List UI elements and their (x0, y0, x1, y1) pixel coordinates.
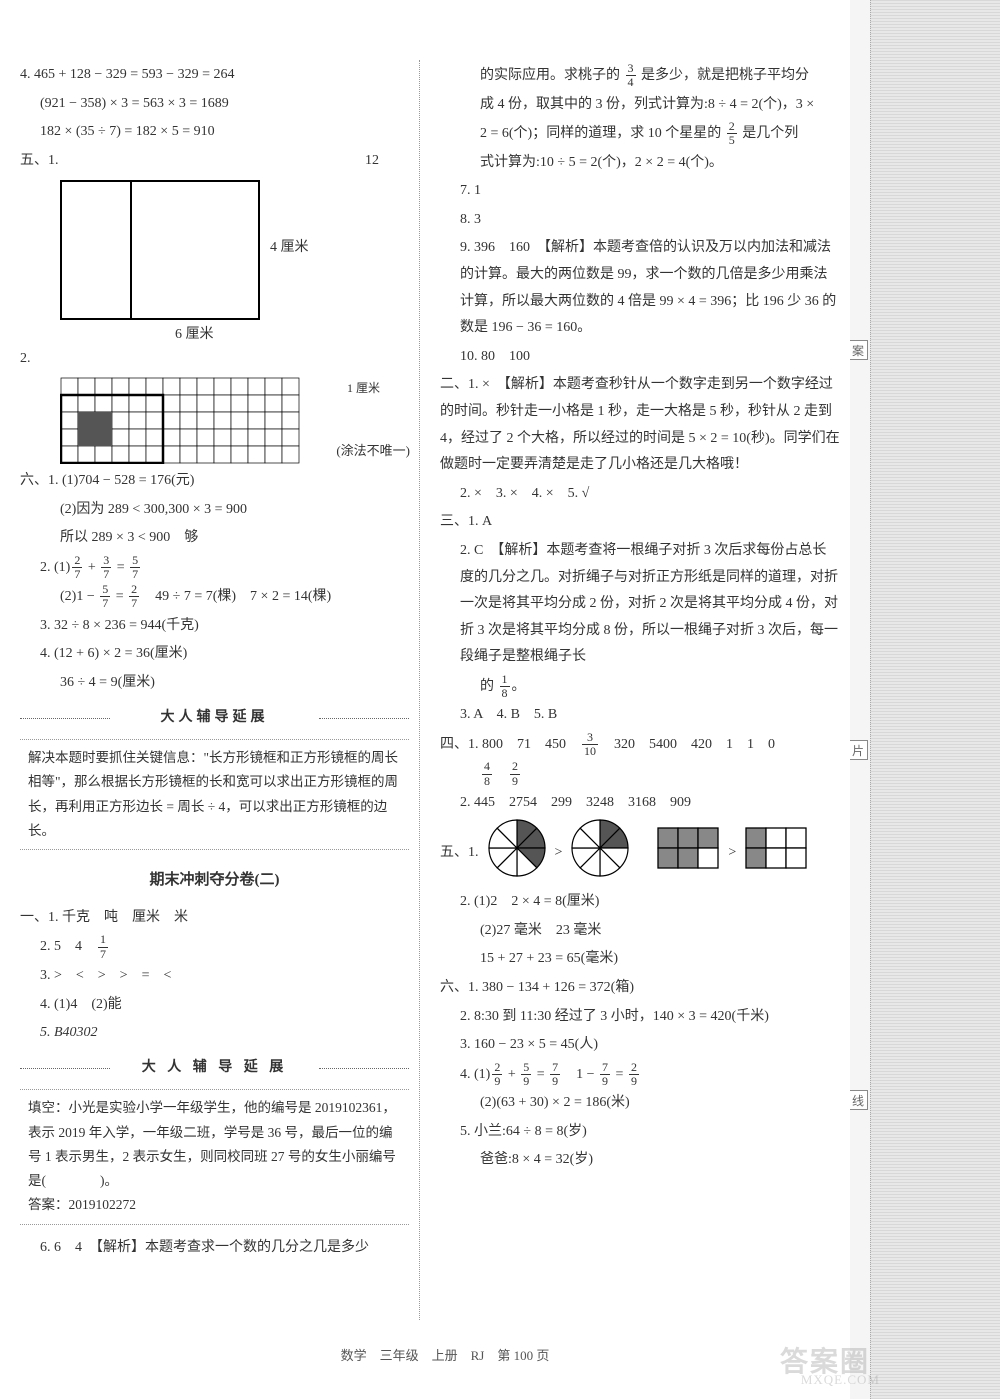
side-tab-3: 线 (848, 1090, 868, 1110)
r-s5-q2c: 15 + 27 + 23 = 65(毫米) (440, 946, 840, 973)
tutor-box-2: 填空：小光是实验小学一年级学生，他的编号是 2019102361，表示 2019… (20, 1089, 409, 1224)
watermark-url: MXQE.COM (801, 1368, 880, 1393)
test-title: 期末冲刺夺分卷(二) (20, 866, 409, 895)
left-column: 4. 465 + 128 − 329 = 593 − 329 = 264 (92… (20, 60, 420, 1320)
r-q9: 9. 396 160 【解析】本题考查倍的认识及万以内加法和减法的计算。最大的两… (440, 235, 840, 341)
r-q8: 8. 3 (440, 207, 840, 234)
r-s2-q1: 二、1. × 【解析】本题考查秒针从一个数字走到另一个数字经过的时间。秒针走一小… (440, 372, 840, 478)
rect-diagram: 4 厘米 6 厘米 (60, 180, 409, 340)
r-q6-l4: 式计算为:10 ÷ 5 = 2(个)，2 × 2 = 4(个)。 (440, 150, 840, 177)
s6-l1: 六、1. (1)704 − 528 = 176(元) (20, 468, 409, 495)
side-strip (870, 0, 1000, 1399)
rect-h-label: 4 厘米 (270, 235, 309, 262)
s6-q3: 3. 32 ÷ 8 × 236 = 944(千克) (20, 613, 409, 640)
tutor-header-2: 大 人 辅 导 延 展 (20, 1055, 409, 1082)
r-q6-l3: 2 = 6(个)；同样的道理，求 10 个星星的 25 是几个列 (440, 120, 840, 148)
r-s3-q2b: 的 18。 (440, 673, 840, 701)
r-q6-l2: 成 4 份，取其中的 3 份，列式计算为:8 ÷ 4 = 2(个)，3 × (440, 92, 840, 119)
r-s5-label: 五、1. (440, 840, 479, 867)
side-tab-2: 片 (848, 740, 868, 760)
r-s3-q1: 三、1. A (440, 509, 840, 536)
r-s6-q5b: 爸爸:8 × 4 = 32(岁) (440, 1147, 840, 1174)
r-s6-q4: 4. (1)29 + 59 = 79 1 − 79 = 29 (440, 1061, 840, 1089)
r-s6-q3: 3. 160 − 23 × 5 = 45(人) (440, 1032, 840, 1059)
footer: 数学 三年级 上册 RJ 第 100 页 (20, 1344, 870, 1369)
s6-q4b: 36 ÷ 4 = 9(厘米) (20, 670, 409, 697)
s6-q2-1: 2. (1)27 + 37 = 57 (20, 554, 409, 582)
tutor-box-1: 解决本题时要抓住关键信息："长方形镜框和正方形镜框的周长相等"，那么根据长方形镜… (20, 739, 409, 850)
s6-l3: 所以 289 × 3 < 900 够 (20, 525, 409, 552)
t1-q2: 2. 5 4 17 (20, 933, 409, 961)
gt2: > (728, 840, 736, 867)
r-q6-l1: 的实际应用。求桃子的 34 是多少，就是把桃子平均分 (440, 62, 840, 90)
grid-note: (涂法不唯一) (336, 439, 410, 464)
r-s6-q5a: 5. 小兰:64 ÷ 8 = 8(岁) (440, 1119, 840, 1146)
r-q10: 10. 80 100 (440, 344, 840, 371)
r-s5-q2a: 2. (1)2 2 × 4 = 8(厘米) (440, 889, 840, 916)
r-s6-q4-2: (2)(63 + 30) × 2 = 186(米) (440, 1090, 840, 1117)
t1-q6: 6. 6 4 【解析】本题考查求一个数的几分之几是多少 (20, 1235, 409, 1262)
grid-diagram: 1 厘米 (涂法不唯一) (60, 377, 340, 464)
r-q7: 7. 1 (440, 178, 840, 205)
sec5-q2-label: 2. (20, 346, 409, 373)
r-s5-row: 五、1. > > (440, 819, 840, 888)
t1-q4: 4. (1)4 (2)能 (20, 992, 409, 1019)
tutor-header-1: 大人辅导延展 (20, 705, 409, 732)
right-column: 的实际应用。求桃子的 34 是多少，就是把桃子平均分 成 4 份，取其中的 3 … (440, 60, 840, 1320)
s6-q4a: 4. (12 + 6) × 2 = 36(厘米) (20, 641, 409, 668)
rect-w-label: 6 厘米 (175, 322, 214, 349)
sec5-label: 五、1. (20, 148, 59, 175)
s6-q2-2: (2)1 − 57 = 27 49 ÷ 7 = 7(棵) 7 × 2 = 14(… (20, 583, 409, 611)
r-s6-q2: 2. 8:30 到 11:30 经过了 3 小时，140 × 3 = 420(千… (440, 1004, 840, 1031)
t1-q3: 3. > < > > = < (20, 963, 409, 990)
q4-l3: 182 × (35 ÷ 7) = 182 × 5 = 910 (20, 119, 409, 146)
r-s4-q1c: 48 29 (440, 760, 840, 788)
r-s5-q2b: (2)27 毫米 23 毫米 (440, 918, 840, 945)
r-s3-q2a: 2. C 【解析】本题考查将一根绳子对折 3 次后求每份占总长度的几分之几。对折… (440, 538, 840, 671)
q4-l1: 4. 465 + 128 − 329 = 593 − 329 = 264 (20, 62, 409, 89)
r-s4-q1: 四、1. 800 71 450 310 320 5400 420 1 1 0 (440, 731, 840, 759)
tutor2-text: 填空：小光是实验小学一年级学生，他的编号是 2019102361，表示 2019… (28, 1096, 401, 1193)
t1-q1: 一、1. 千克 吨 厘米 米 (20, 905, 409, 932)
t1-q5: 5. B40302 (20, 1020, 409, 1047)
r-s2-q2: 2. × 3. × 4. × 5. √ (440, 481, 840, 508)
r-s6-q1: 六、1. 380 − 134 + 126 = 372(箱) (440, 975, 840, 1002)
r-s4-q2: 2. 445 2754 299 3248 3168 909 (440, 790, 840, 817)
tutor2-ans: 答案：2019102272 (28, 1193, 401, 1217)
r-s3-q3: 3. A 4. B 5. B (440, 702, 840, 729)
sec5-12: 12 (365, 148, 379, 175)
gt1: > (555, 840, 563, 867)
grid-scale: 1 厘米 (347, 377, 380, 400)
side-tab-1: 案 (848, 340, 868, 360)
q4-l2: (921 − 358) × 3 = 563 × 3 = 1689 (20, 91, 409, 118)
s6-l2: (2)因为 289 < 300,300 × 3 = 900 (20, 497, 409, 524)
page: 4. 465 + 128 − 329 = 593 − 329 = 264 (92… (0, 0, 850, 1399)
